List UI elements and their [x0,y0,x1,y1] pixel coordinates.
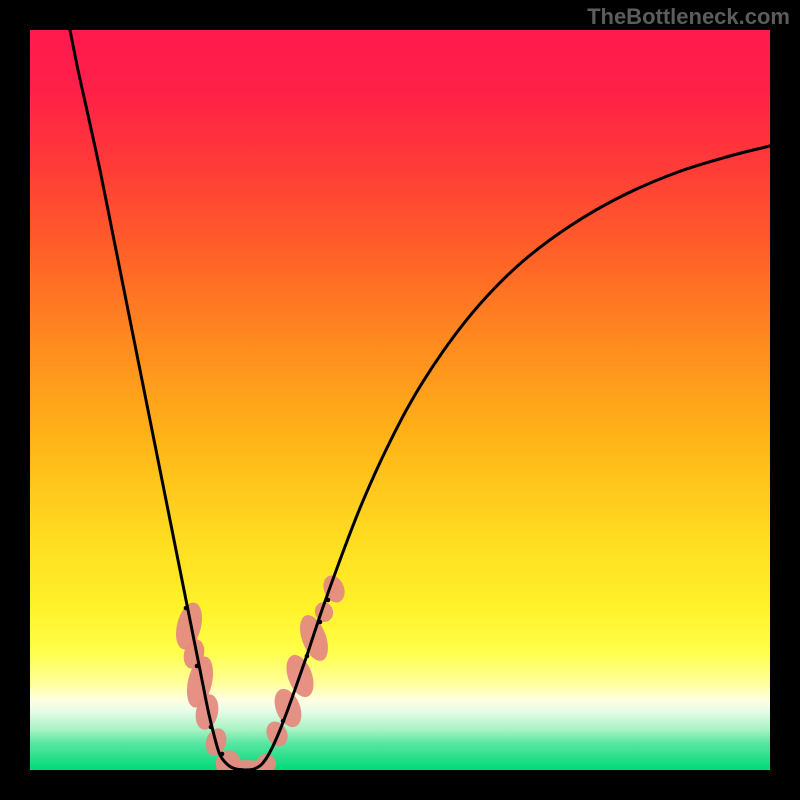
curve-dot [281,719,286,724]
curve-left [70,30,246,770]
curve-dot [195,664,200,669]
curve-dot [184,606,189,611]
chart-svg [30,30,770,770]
curve-dot [318,620,323,625]
plot-area [30,30,770,770]
figure-root: TheBottleneck.com [0,0,800,800]
curve-right [246,146,770,770]
watermark-text: TheBottleneck.com [587,4,790,30]
curve-dot [220,752,225,757]
curve-dot [326,598,331,603]
curve-dot [305,654,310,659]
curve-dot [209,725,214,730]
